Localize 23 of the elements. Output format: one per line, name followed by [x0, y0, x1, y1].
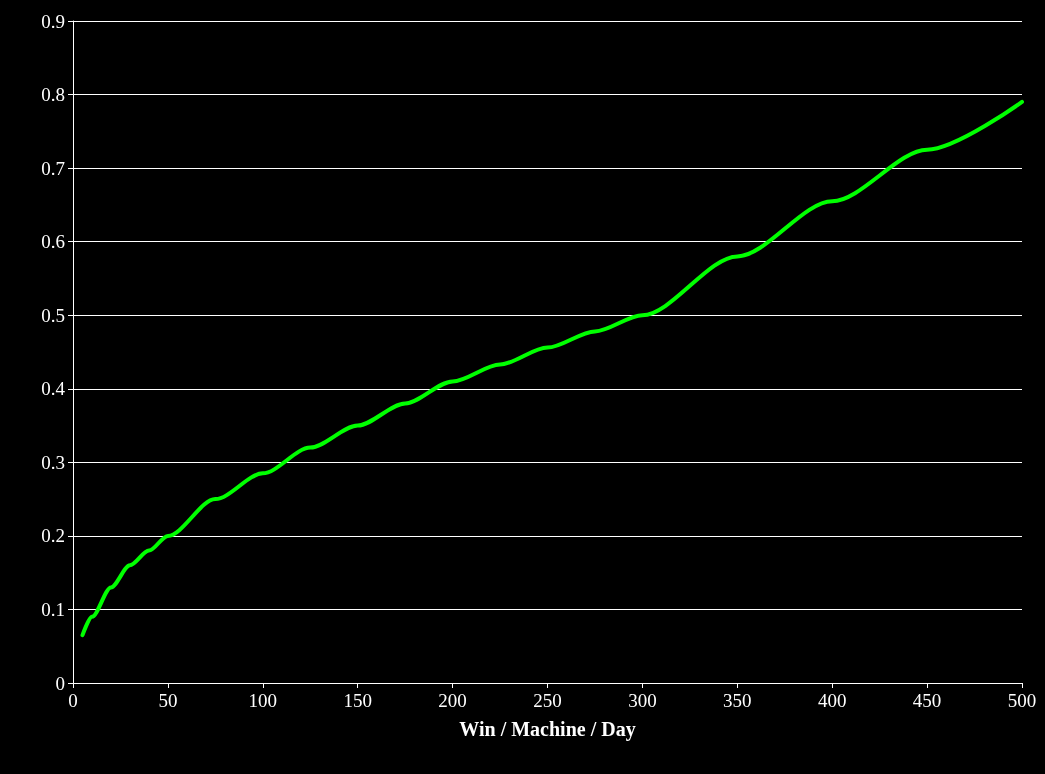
- y-tick-label: 0.4: [41, 378, 66, 400]
- x-tick-label: 300: [628, 690, 657, 711]
- y-tick-label: 0.2: [41, 525, 65, 547]
- x-tick-label: 250: [533, 690, 562, 711]
- x-tick-label: 50: [158, 690, 178, 711]
- y-tick-label: 0.1: [41, 598, 65, 620]
- y-tick-label: 0.6: [41, 231, 65, 253]
- y-tick-label: 0.9: [41, 10, 65, 32]
- x-tick-label: 150: [343, 690, 372, 711]
- x-tick-label: 350: [723, 690, 752, 711]
- x-axis-title: Win / Machine / Day: [459, 718, 636, 741]
- y-tick-label: 0.8: [41, 84, 65, 106]
- x-tick-label: 400: [817, 690, 847, 711]
- line-series: [80, 99, 1024, 638]
- y-tick-label: 0.3: [41, 451, 65, 473]
- x-tick-label: 450: [912, 690, 942, 711]
- y-tick-label: 0.5: [41, 304, 65, 326]
- y-tick-label: 0: [55, 672, 65, 694]
- x-tick-label: 100: [248, 690, 278, 711]
- y-tick-label: 0.7: [41, 157, 65, 179]
- x-tick-label: 0: [68, 690, 78, 711]
- x-tick-label: 500: [1007, 690, 1037, 711]
- x-tick-label: 200: [438, 690, 467, 711]
